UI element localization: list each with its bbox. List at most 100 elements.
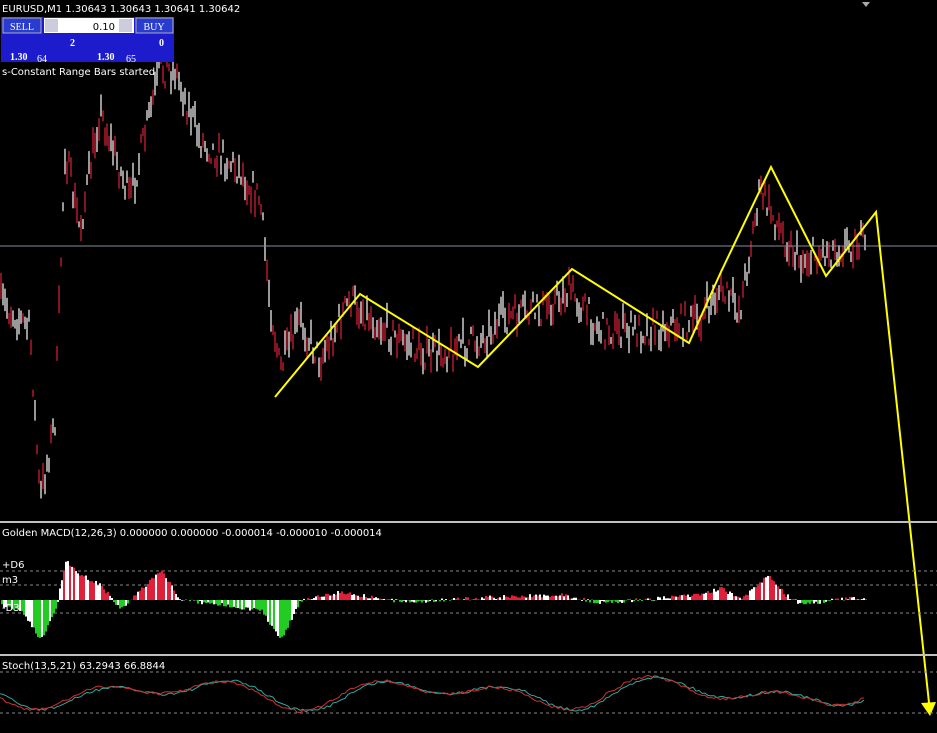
macd-bar <box>377 598 379 600</box>
symbol-line: EURUSD,M1 1.30643 1.30643 1.30641 1.3064… <box>2 4 240 15</box>
macd-bar <box>139 590 141 600</box>
macd-bar <box>773 581 775 600</box>
macd-bar <box>683 594 685 600</box>
macd-bar <box>713 588 715 600</box>
macd-bar <box>767 575 769 600</box>
macd-bar <box>815 600 817 602</box>
macd-bar <box>709 592 711 600</box>
macd-bar <box>819 600 821 604</box>
macd-bar <box>69 565 71 600</box>
macd-bar <box>491 596 493 600</box>
macd-bar <box>339 592 341 600</box>
macd-bar <box>801 600 803 603</box>
macd-bar <box>237 600 239 608</box>
macd-bar <box>845 597 847 600</box>
macd-bar <box>189 600 191 602</box>
macd-bar <box>811 600 813 602</box>
macd-bar <box>347 593 349 600</box>
macd-bar <box>445 599 447 600</box>
macd-bar <box>733 596 735 600</box>
macd-bar <box>215 600 217 605</box>
lot-input[interactable] <box>44 18 134 33</box>
macd-bar <box>711 592 713 600</box>
macd-bar <box>823 600 825 603</box>
macd-bar <box>483 598 485 600</box>
macd-bar <box>267 600 269 622</box>
buy-button[interactable] <box>135 17 174 34</box>
macd-bar <box>451 599 453 600</box>
macd-bar <box>863 598 865 600</box>
macd-bar <box>585 600 587 602</box>
macd-bar <box>97 585 99 600</box>
macd-bar <box>741 598 743 600</box>
macd-bar <box>865 599 867 600</box>
macd-bar <box>669 598 671 600</box>
macd-bar <box>107 591 109 600</box>
macd-bar <box>719 587 721 600</box>
macd-bar <box>557 596 559 600</box>
macd-bar <box>15 600 17 609</box>
macd-bar <box>357 595 359 600</box>
lot-value: 0.10 <box>93 22 115 33</box>
macd-bar <box>607 600 609 603</box>
macd-bar <box>565 594 567 600</box>
macd-bar <box>421 600 423 603</box>
stoch-title: Stoch(13,5,21) 63.2943 66.8844 <box>2 661 165 672</box>
macd-bar <box>641 600 643 601</box>
macd-bar <box>705 592 707 600</box>
macd-bar <box>335 594 337 600</box>
macd-bar <box>245 600 247 608</box>
macd-bar <box>853 596 855 600</box>
macd-bar <box>465 597 467 600</box>
macd-bar <box>19 600 21 611</box>
macd-bar <box>307 597 309 600</box>
macd-bar <box>721 587 723 600</box>
macd-bar <box>707 591 709 600</box>
macd-bar <box>489 595 491 600</box>
macd-bar <box>1 600 3 605</box>
macd-bar <box>225 600 227 607</box>
macd-bar <box>441 598 443 600</box>
macd-bar <box>3 600 5 608</box>
macd-bar <box>751 589 753 600</box>
macd-bar <box>499 597 501 600</box>
buy-frac: 0 <box>159 38 164 49</box>
macd-bar <box>595 600 597 603</box>
macd-bar <box>163 573 165 600</box>
macd-bar <box>355 595 357 600</box>
macd-bar <box>21 600 23 612</box>
macd-bar <box>29 600 31 622</box>
macd-bar <box>471 599 473 600</box>
macd-bar <box>475 597 477 600</box>
macd-bar <box>797 600 799 604</box>
macd-bar <box>61 580 63 600</box>
macd-bar <box>349 592 351 600</box>
macd-bar <box>7 600 9 607</box>
lot-up[interactable] <box>119 19 132 32</box>
macd-bar <box>169 581 171 600</box>
macd-bar <box>211 600 213 603</box>
macd-bar <box>829 600 831 601</box>
macd-bar <box>51 600 53 618</box>
macd-bar <box>365 597 367 600</box>
lot-down[interactable] <box>45 19 58 32</box>
macd-bar <box>653 600 655 601</box>
macd-bar <box>425 600 427 603</box>
macd-bar <box>401 600 403 603</box>
macd-bar <box>593 600 595 604</box>
separator <box>0 521 937 523</box>
macd-bar <box>777 586 779 600</box>
macd-bar <box>787 594 789 600</box>
macd-bar <box>591 599 593 600</box>
sell-button[interactable] <box>2 17 42 34</box>
macd-bar <box>715 591 717 600</box>
macd-bar <box>121 600 123 608</box>
macd-bar <box>59 588 61 600</box>
macd-bar <box>75 571 77 600</box>
macd-bar <box>239 600 241 609</box>
macd-bar <box>147 583 149 600</box>
macd-bar <box>301 600 303 602</box>
macd-bar <box>243 600 245 610</box>
macd-bar <box>657 596 659 600</box>
